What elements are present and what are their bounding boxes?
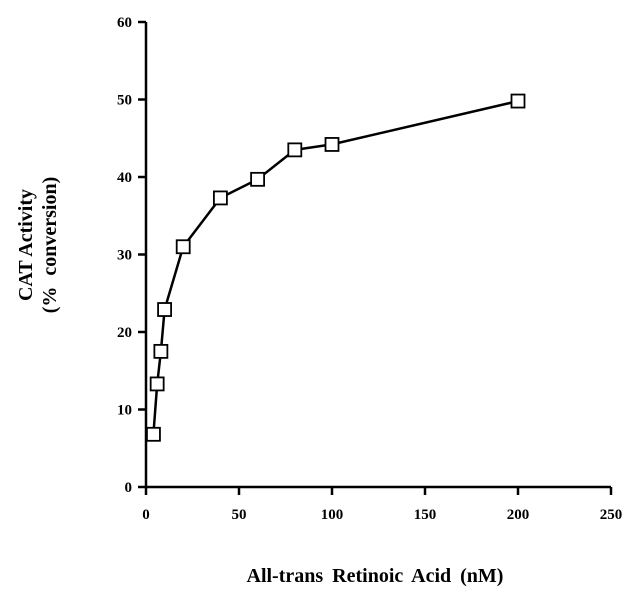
data-point-marker <box>175 239 191 255</box>
data-point-marker <box>146 426 161 442</box>
y-axis-title-line-2: (% conversion) <box>39 177 61 314</box>
y-tick-label: 0 <box>125 480 133 496</box>
x-tick-label: 200 <box>507 507 530 523</box>
data-point-marker <box>212 190 228 206</box>
data-point-marker <box>287 142 303 158</box>
x-tick-label: 0 <box>142 507 150 523</box>
data-point-marker <box>510 93 526 109</box>
x-axis-ticks: 0 50 100 150 200 250 <box>142 487 622 523</box>
x-tick-label: 50 <box>232 507 247 523</box>
series-markers <box>146 93 526 442</box>
plot-area: 0 10 20 30 40 50 60 0 50 100 150 200 250 <box>117 15 622 523</box>
data-point-marker <box>324 137 340 152</box>
data-point-marker <box>149 376 165 392</box>
y-tick-label: 20 <box>117 325 132 341</box>
x-tick-label: 100 <box>321 507 344 523</box>
data-point-marker <box>250 171 266 187</box>
data-point-marker <box>153 343 169 359</box>
y-tick-label: 30 <box>117 248 132 264</box>
x-tick-label: 250 <box>600 507 623 523</box>
data-point-marker <box>157 302 173 317</box>
y-tick-label: 40 <box>117 170 132 186</box>
y-tick-label: 10 <box>117 403 132 419</box>
y-tick-label: 50 <box>117 93 132 109</box>
y-axis-title-line-1: CAT Activity <box>15 189 37 301</box>
x-axis-title: All-trans Retinoic Acid (nM) <box>247 565 504 587</box>
y-axis-ticks: 0 10 20 30 40 50 60 <box>117 15 146 496</box>
y-tick-label: 60 <box>117 15 132 31</box>
series-line <box>152 99 519 435</box>
x-tick-label: 150 <box>414 507 437 523</box>
